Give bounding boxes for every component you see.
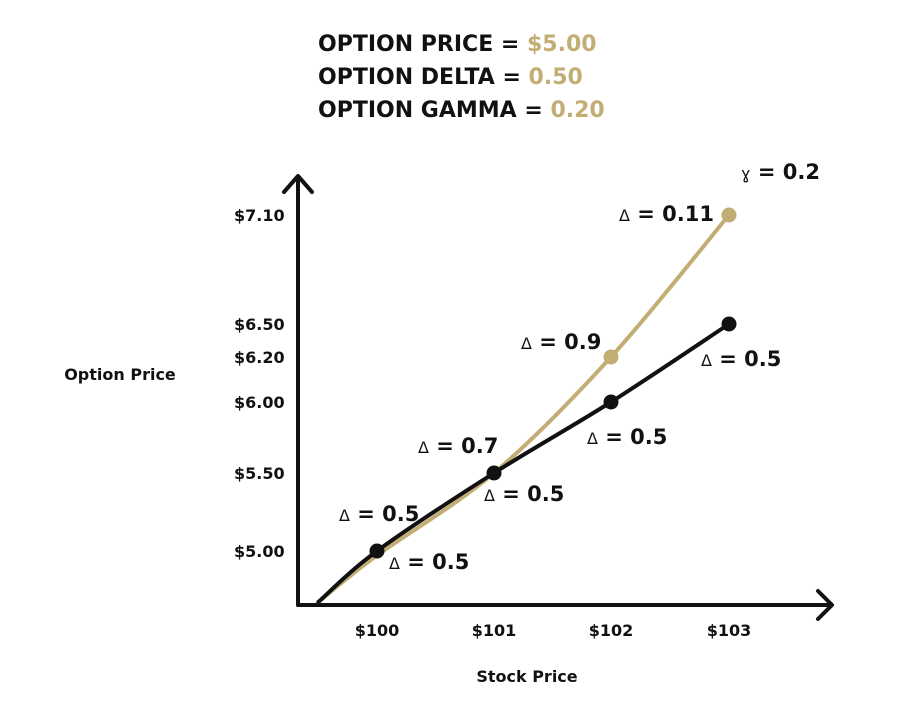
delta-annotation: Δ = 0.5 — [701, 347, 781, 371]
series-1-point — [603, 349, 619, 365]
x-tick-label: $100 — [355, 621, 400, 640]
option-gamma-value: 0.20 — [550, 98, 605, 123]
annotation-value: = 0.5 — [350, 502, 419, 526]
annotation-value: = 0.11 — [630, 202, 714, 226]
option-delta-label: OPTION DELTA = — [318, 65, 529, 90]
delta-annotation: Δ = 0.7 — [418, 434, 498, 458]
chart-header: OPTION PRICE = $5.00 OPTION DELTA = 0.50… — [318, 28, 738, 127]
annotation-value: = 0.5 — [495, 482, 564, 506]
option-gamma-label: OPTION GAMMA = — [318, 98, 551, 123]
series-0-point — [486, 465, 502, 481]
option-delta-value: 0.50 — [528, 65, 583, 90]
y-tick-label: $7.10 — [234, 206, 285, 225]
series-0-point — [369, 543, 385, 559]
option-gamma-line: OPTION GAMMA = 0.20 — [318, 94, 738, 127]
delta-annotations: Δ = 0.5Δ = 0.5Δ = 0.7Δ = 0.5Δ = 0.9Δ = 0… — [339, 160, 820, 574]
y-axis-title: Option Price — [64, 365, 176, 384]
x-tick-label: $102 — [589, 621, 634, 640]
greek-symbol: Δ — [587, 429, 598, 448]
series-0-point — [721, 316, 737, 332]
delta-annotation: Δ = 0.5 — [339, 502, 419, 526]
y-tick-label: $6.00 — [234, 393, 285, 412]
delta-annotation: Δ = 0.5 — [587, 425, 667, 449]
series-line-1 — [316, 213, 731, 604]
option-price-line: OPTION PRICE = $5.00 — [318, 28, 738, 61]
x-tick-label: $103 — [707, 621, 752, 640]
series-1-point — [721, 207, 737, 223]
y-tick-labels: $5.00 $5.50 $6.00 $6.20 $6.50 $7.10 — [234, 206, 285, 561]
x-tick-label: $101 — [472, 621, 517, 640]
delta-annotation: Δ = 0.5 — [389, 550, 469, 574]
y-tick-label: $6.20 — [234, 348, 285, 367]
y-tick-label: $5.00 — [234, 542, 285, 561]
greek-symbol: Δ — [389, 554, 400, 573]
chart-axes — [282, 174, 834, 621]
annotation-value: = 0.5 — [400, 550, 469, 574]
option-price-label: OPTION PRICE = — [318, 32, 527, 57]
annotation-value: = 0.5 — [598, 425, 667, 449]
greek-symbol: Δ — [619, 206, 630, 225]
y-axis-arrow — [282, 174, 314, 194]
greek-symbol: Δ — [521, 334, 532, 353]
greek-symbol: ɣ — [741, 164, 751, 183]
series-line-0 — [316, 322, 731, 604]
delta-annotation: ɣ = 0.2 — [741, 160, 820, 184]
greek-symbol: Δ — [339, 506, 350, 525]
series-0-point — [603, 394, 619, 410]
greek-symbol: Δ — [418, 438, 429, 457]
delta-annotation: Δ = 0.9 — [521, 330, 601, 354]
y-tick-label: $5.50 — [234, 464, 285, 483]
annotation-value: = 0.7 — [429, 434, 498, 458]
greek-symbol: Δ — [701, 351, 712, 370]
x-axis-title: Stock Price — [476, 667, 577, 686]
series-lines — [316, 213, 731, 604]
option-price-value: $5.00 — [526, 32, 597, 57]
annotation-value: = 0.9 — [532, 330, 601, 354]
annotation-value: = 0.5 — [712, 347, 781, 371]
greek-symbol: Δ — [484, 486, 495, 505]
y-tick-label: $6.50 — [234, 315, 285, 334]
x-axis-arrow — [816, 589, 834, 621]
annotation-value: = 0.2 — [751, 160, 820, 184]
delta-annotation: Δ = 0.11 — [619, 202, 714, 226]
x-tick-labels: $100 $101 $102 $103 — [355, 621, 752, 640]
option-delta-line: OPTION DELTA = 0.50 — [318, 61, 738, 94]
delta-annotation: Δ = 0.5 — [484, 482, 564, 506]
series-markers — [369, 207, 737, 559]
